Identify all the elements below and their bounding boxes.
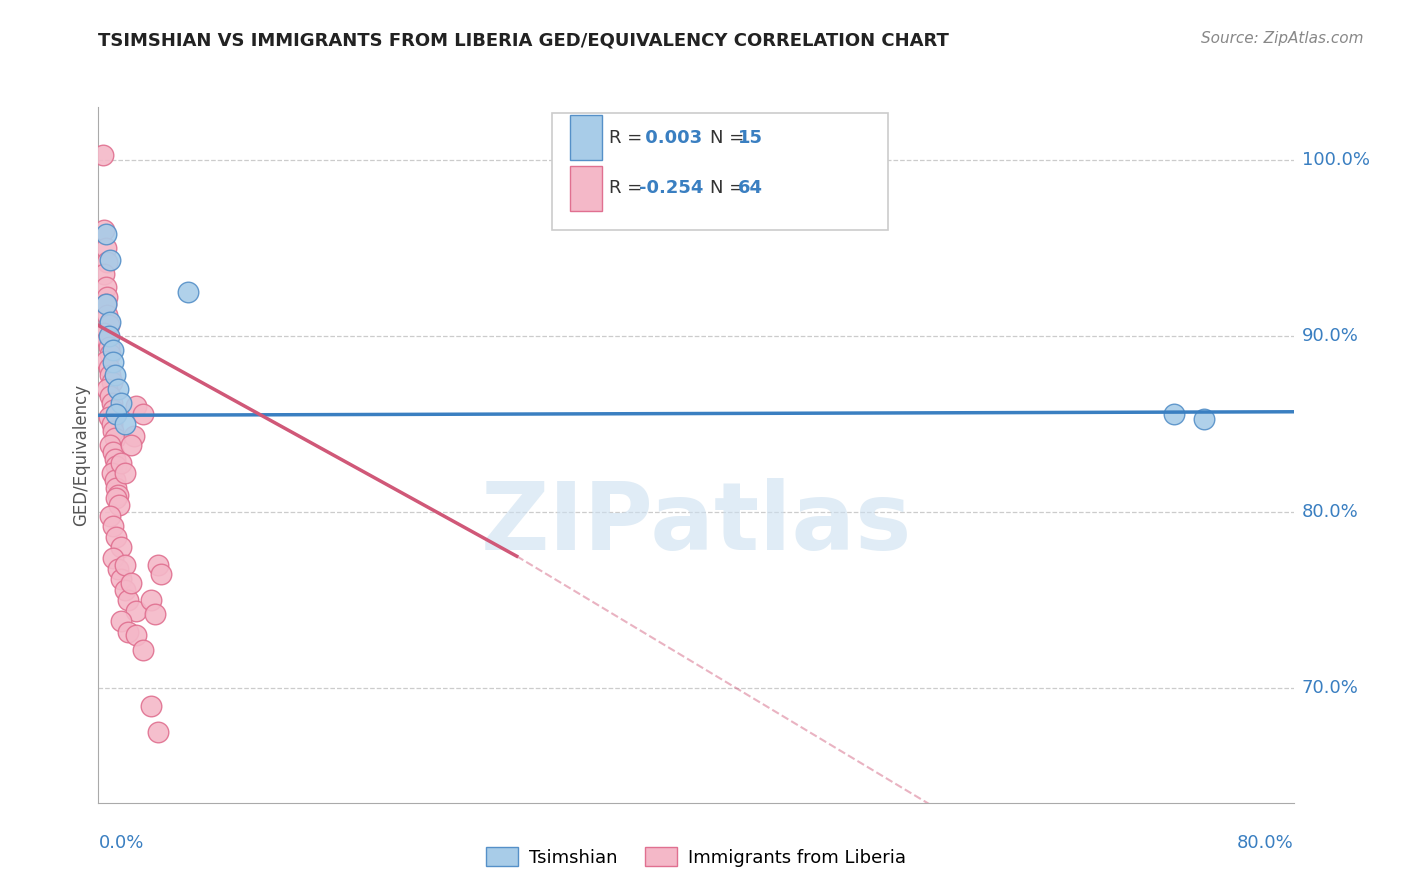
Point bbox=[108, 498, 131, 512]
Point bbox=[105, 407, 128, 421]
Point bbox=[101, 375, 124, 389]
Point bbox=[103, 519, 125, 533]
Point bbox=[143, 607, 166, 622]
Point bbox=[104, 452, 127, 467]
Point bbox=[98, 368, 122, 382]
Point bbox=[132, 642, 155, 657]
Point bbox=[96, 255, 118, 269]
Point bbox=[139, 698, 162, 713]
Point bbox=[101, 467, 124, 481]
Point bbox=[104, 368, 127, 382]
Point bbox=[93, 326, 115, 340]
Point bbox=[104, 474, 127, 488]
Point bbox=[98, 315, 122, 329]
Point bbox=[97, 340, 120, 354]
Text: N =: N = bbox=[710, 179, 751, 197]
Point bbox=[101, 417, 124, 431]
Point bbox=[103, 403, 125, 417]
Point bbox=[103, 424, 125, 438]
Point bbox=[94, 279, 117, 293]
Point bbox=[114, 417, 136, 431]
Text: 100.0%: 100.0% bbox=[1302, 151, 1369, 169]
Text: R =: R = bbox=[609, 128, 648, 146]
Point bbox=[103, 355, 125, 369]
Point bbox=[107, 382, 129, 396]
Point bbox=[105, 491, 128, 505]
Point bbox=[117, 624, 139, 639]
Point bbox=[132, 407, 155, 421]
Y-axis label: GED/Equivalency: GED/Equivalency bbox=[72, 384, 90, 526]
Point bbox=[96, 308, 118, 322]
Point bbox=[98, 438, 122, 452]
Point bbox=[107, 561, 129, 575]
Point bbox=[98, 253, 122, 268]
Text: 70.0%: 70.0% bbox=[1302, 680, 1358, 698]
Point bbox=[110, 615, 132, 629]
Point bbox=[94, 297, 117, 311]
Point bbox=[104, 431, 127, 445]
Point bbox=[124, 429, 146, 443]
Point bbox=[94, 227, 117, 241]
Point bbox=[114, 582, 136, 597]
Point bbox=[93, 268, 115, 282]
Point bbox=[98, 389, 122, 403]
Point bbox=[148, 725, 170, 739]
Text: 64: 64 bbox=[738, 179, 763, 197]
Text: TSIMSHIAN VS IMMIGRANTS FROM LIBERIA GED/EQUIVALENCY CORRELATION CHART: TSIMSHIAN VS IMMIGRANTS FROM LIBERIA GED… bbox=[98, 31, 949, 49]
Point bbox=[125, 400, 148, 414]
Legend: Tsimshian, Immigrants from Liberia: Tsimshian, Immigrants from Liberia bbox=[478, 840, 914, 874]
Text: N =: N = bbox=[710, 128, 751, 146]
Point bbox=[96, 382, 118, 396]
Text: 90.0%: 90.0% bbox=[1302, 327, 1358, 345]
Point bbox=[98, 346, 122, 360]
Point bbox=[177, 285, 200, 299]
Point bbox=[125, 628, 148, 642]
Point bbox=[91, 147, 114, 161]
Point bbox=[148, 558, 170, 572]
Point bbox=[93, 223, 115, 237]
Point bbox=[94, 297, 117, 311]
Point bbox=[117, 593, 139, 607]
Point bbox=[110, 572, 132, 586]
Point bbox=[94, 241, 117, 255]
Point bbox=[96, 290, 118, 304]
Point bbox=[107, 487, 129, 501]
Text: ZIPatlas: ZIPatlas bbox=[481, 478, 911, 571]
Text: 15: 15 bbox=[738, 128, 763, 146]
Point bbox=[103, 551, 125, 566]
Point bbox=[98, 508, 122, 523]
Point bbox=[105, 459, 128, 474]
Point bbox=[150, 566, 173, 581]
Point bbox=[1163, 407, 1185, 421]
Point bbox=[120, 575, 142, 590]
Point bbox=[139, 593, 162, 607]
Point bbox=[97, 410, 120, 425]
Text: 0.0%: 0.0% bbox=[98, 834, 143, 852]
Point bbox=[110, 456, 132, 470]
Point bbox=[103, 343, 125, 358]
Point bbox=[114, 467, 136, 481]
Text: 0.003: 0.003 bbox=[638, 128, 702, 146]
Point bbox=[97, 318, 120, 333]
Point bbox=[96, 333, 118, 347]
Point bbox=[103, 445, 125, 459]
Point bbox=[110, 541, 132, 555]
Text: R =: R = bbox=[609, 179, 648, 197]
Point bbox=[105, 530, 128, 544]
Point bbox=[125, 604, 148, 618]
Point bbox=[105, 481, 128, 495]
Point bbox=[101, 396, 124, 410]
Point bbox=[97, 329, 120, 343]
Text: 80.0%: 80.0% bbox=[1302, 503, 1358, 521]
Point bbox=[110, 396, 132, 410]
Text: -0.254: -0.254 bbox=[638, 179, 703, 197]
Point bbox=[97, 360, 120, 375]
Text: 80.0%: 80.0% bbox=[1237, 834, 1294, 852]
Point bbox=[114, 558, 136, 572]
Text: Source: ZipAtlas.com: Source: ZipAtlas.com bbox=[1201, 31, 1364, 46]
Point bbox=[120, 438, 142, 452]
Point bbox=[1192, 412, 1215, 426]
Point bbox=[94, 353, 117, 368]
